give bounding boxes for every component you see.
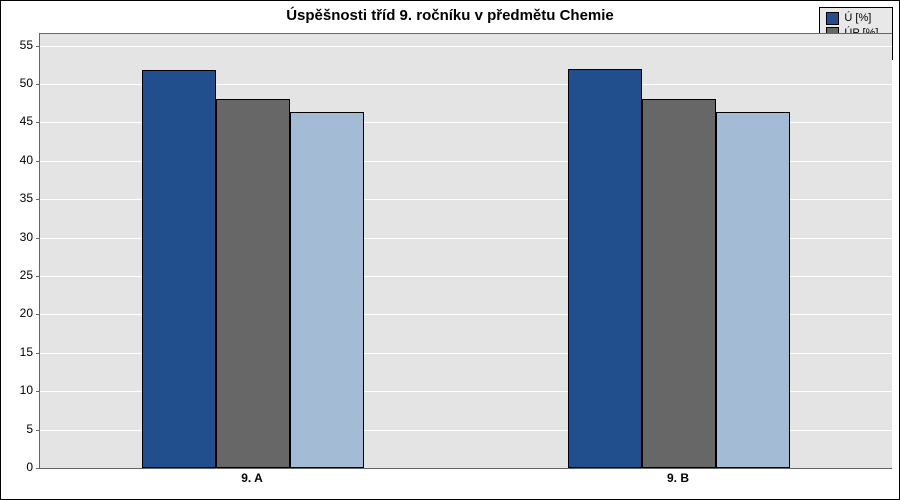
bar bbox=[716, 112, 790, 468]
ytick-mark bbox=[36, 314, 40, 315]
bar bbox=[568, 69, 642, 468]
chart-container: Úspěšnosti tříd 9. ročníku v předmětu Ch… bbox=[0, 0, 900, 500]
bar bbox=[142, 70, 216, 468]
legend-swatch bbox=[826, 12, 839, 25]
ytick-mark bbox=[36, 161, 40, 162]
ytick-label: 10 bbox=[3, 383, 33, 397]
ytick-label: 55 bbox=[3, 38, 33, 52]
gridline bbox=[40, 46, 892, 47]
legend-label: Ú [%] bbox=[844, 11, 871, 26]
xtick-label: 9. B bbox=[667, 471, 689, 485]
ytick-mark bbox=[36, 238, 40, 239]
bar bbox=[216, 99, 290, 468]
ytick-mark bbox=[36, 430, 40, 431]
ytick-mark bbox=[36, 353, 40, 354]
ytick-label: 45 bbox=[3, 114, 33, 128]
ytick-label: 30 bbox=[3, 230, 33, 244]
ytick-label: 35 bbox=[3, 191, 33, 205]
ytick-label: 20 bbox=[3, 306, 33, 320]
xtick-label: 9. A bbox=[241, 471, 263, 485]
bar bbox=[290, 112, 364, 468]
legend-item: Ú [%] bbox=[826, 11, 886, 26]
ytick-mark bbox=[36, 199, 40, 200]
ytick-label: 0 bbox=[3, 460, 33, 474]
ytick-mark bbox=[36, 468, 40, 469]
ytick-label: 40 bbox=[3, 153, 33, 167]
ytick-label: 50 bbox=[3, 76, 33, 90]
ytick-label: 25 bbox=[3, 268, 33, 282]
ytick-mark bbox=[36, 276, 40, 277]
ytick-mark bbox=[36, 46, 40, 47]
ytick-mark bbox=[36, 84, 40, 85]
ytick-mark bbox=[36, 391, 40, 392]
bar bbox=[642, 99, 716, 468]
ytick-mark bbox=[36, 122, 40, 123]
ytick-label: 5 bbox=[3, 422, 33, 436]
plot-area bbox=[39, 33, 892, 469]
chart-title: Úspěšnosti tříd 9. ročníku v předmětu Ch… bbox=[1, 7, 899, 24]
ytick-label: 15 bbox=[3, 345, 33, 359]
